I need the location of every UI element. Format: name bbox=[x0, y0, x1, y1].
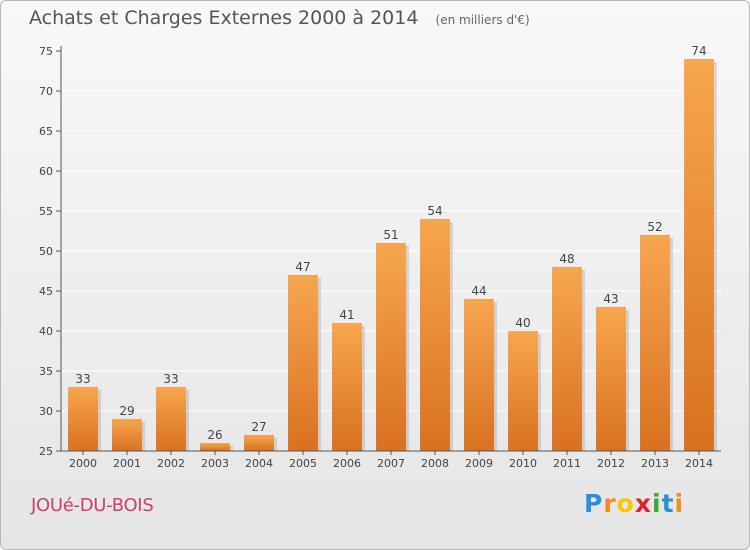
bar-2011 bbox=[552, 267, 582, 451]
data-label: 47 bbox=[295, 260, 310, 274]
bar-2005 bbox=[288, 275, 318, 451]
data-label: 74 bbox=[691, 44, 706, 58]
x-tick-label: 2003 bbox=[201, 457, 229, 470]
logo-letter: o bbox=[616, 489, 635, 518]
data-label: 40 bbox=[515, 316, 530, 330]
y-tick-label: 55 bbox=[39, 205, 53, 218]
x-tick-label: 2007 bbox=[377, 457, 405, 470]
commune-name: JOUé-DU-BOIS bbox=[31, 495, 154, 516]
data-label: 43 bbox=[603, 292, 618, 306]
x-tick-label: 2006 bbox=[333, 457, 361, 470]
data-label: 44 bbox=[471, 284, 486, 298]
y-tick-label: 35 bbox=[39, 365, 53, 378]
bar-2001 bbox=[112, 419, 142, 451]
logo-letter: i bbox=[652, 489, 662, 518]
data-label: 33 bbox=[75, 372, 90, 386]
data-label: 41 bbox=[339, 308, 354, 322]
x-tick-label: 2010 bbox=[509, 457, 537, 470]
x-tick-label: 2013 bbox=[641, 457, 669, 470]
data-label: 27 bbox=[251, 420, 266, 434]
data-label: 54 bbox=[427, 204, 442, 218]
x-tick-label: 2002 bbox=[157, 457, 185, 470]
logo-letter: t bbox=[661, 489, 675, 518]
logo-letter: x bbox=[634, 489, 652, 518]
bar-2000 bbox=[68, 387, 98, 451]
y-tick-label: 70 bbox=[39, 85, 53, 98]
x-tick-label: 2012 bbox=[597, 457, 625, 470]
bar-2004 bbox=[244, 435, 274, 451]
x-tick-label: 2005 bbox=[289, 457, 317, 470]
proxiti-logo: Proxiti bbox=[584, 489, 684, 518]
logo-letter: P bbox=[584, 489, 604, 518]
y-tick-label: 25 bbox=[39, 445, 53, 458]
data-label: 48 bbox=[559, 252, 574, 266]
bar-2002 bbox=[156, 387, 186, 451]
chart-title-row: Achats et Charges Externes 2000 à 2014 (… bbox=[29, 7, 530, 29]
data-label: 29 bbox=[119, 404, 134, 418]
x-tick-label: 2014 bbox=[685, 457, 713, 470]
bar-2003 bbox=[200, 443, 230, 451]
y-tick-label: 30 bbox=[39, 405, 53, 418]
bar-2012 bbox=[596, 307, 626, 451]
data-label: 51 bbox=[383, 228, 398, 242]
x-tick-label: 2009 bbox=[465, 457, 493, 470]
bar-2007 bbox=[376, 243, 406, 451]
chart-title: Achats et Charges Externes 2000 à 2014 bbox=[29, 7, 419, 29]
y-tick-label: 75 bbox=[39, 45, 53, 58]
x-tick-label: 2011 bbox=[553, 457, 581, 470]
bar-2014 bbox=[684, 59, 714, 451]
chart-subtitle: (en milliers d'€) bbox=[435, 13, 530, 27]
x-tick-label: 2001 bbox=[113, 457, 141, 470]
bar-2010 bbox=[508, 331, 538, 451]
data-label: 52 bbox=[647, 220, 662, 234]
bar-2006 bbox=[332, 323, 362, 451]
bar-2013 bbox=[640, 235, 670, 451]
y-tick-label: 40 bbox=[39, 325, 53, 338]
bar-2008 bbox=[420, 219, 450, 451]
y-tick-label: 45 bbox=[39, 285, 53, 298]
data-label: 33 bbox=[163, 372, 178, 386]
logo-letter: i bbox=[674, 489, 685, 518]
x-tick-label: 2008 bbox=[421, 457, 449, 470]
x-tick-label: 2000 bbox=[69, 457, 97, 470]
data-label: 26 bbox=[207, 428, 222, 442]
y-tick-label: 50 bbox=[39, 245, 53, 258]
logo-letter: r bbox=[603, 489, 617, 518]
bar-2009 bbox=[464, 299, 494, 451]
x-tick-label: 2004 bbox=[245, 457, 273, 470]
y-tick-label: 65 bbox=[39, 125, 53, 138]
y-tick-label: 60 bbox=[39, 165, 53, 178]
